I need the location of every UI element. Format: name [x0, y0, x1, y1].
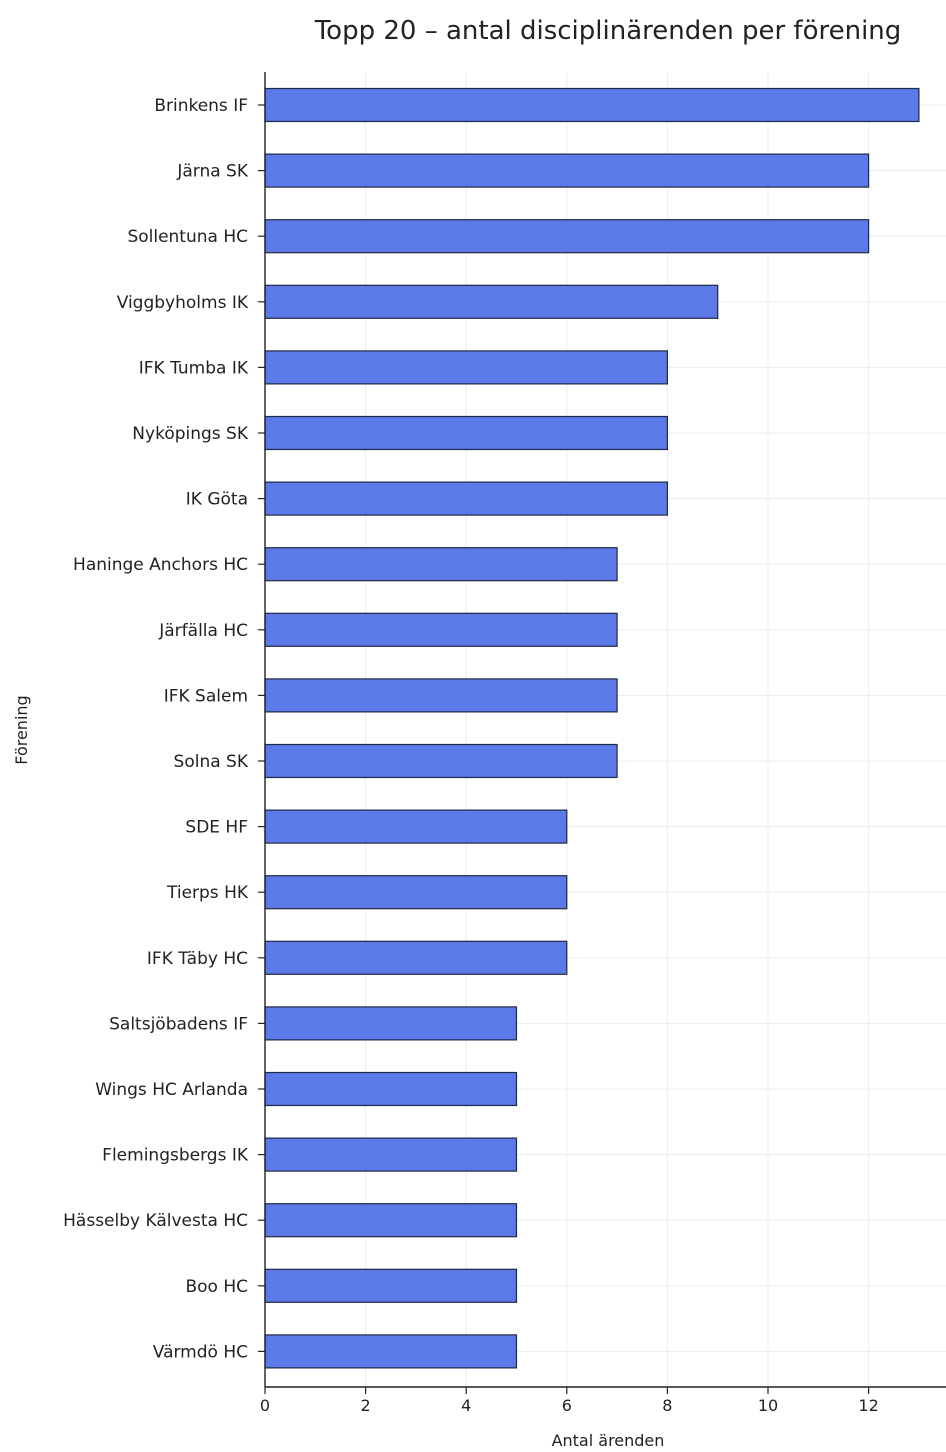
bar	[264, 1334, 518, 1369]
bar	[264, 481, 668, 516]
x-axis-label: Antal ärenden	[552, 1431, 665, 1450]
bars	[264, 87, 920, 1369]
bar	[264, 1071, 518, 1107]
bar	[264, 350, 668, 385]
grid-lines	[265, 72, 946, 1387]
bar	[264, 678, 618, 713]
category-label: Hässelby Kälvesta HC	[63, 1211, 248, 1231]
x-tick-label: 0	[260, 1396, 270, 1415]
category-label: Nyköpings SK	[132, 424, 249, 444]
bar	[264, 743, 618, 779]
bar	[264, 284, 719, 319]
category-label: IFK Täby HC	[147, 949, 248, 969]
bar	[264, 612, 618, 647]
bar	[264, 1006, 518, 1041]
bar	[264, 87, 920, 123]
x-tick-label: 12	[858, 1396, 878, 1415]
bar	[264, 415, 668, 451]
category-label: Viggbyholms IK	[117, 293, 249, 313]
category-label: IFK Salem	[164, 686, 248, 706]
category-label: Sollentuna HC	[127, 227, 248, 247]
bar	[264, 809, 568, 844]
bar	[264, 875, 568, 910]
x-tick-label: 4	[461, 1396, 471, 1415]
x-tick-label: 10	[758, 1396, 778, 1415]
bar	[264, 1137, 518, 1172]
category-label: Saltsjöbadens IF	[109, 1014, 248, 1034]
x-tick-label: 6	[562, 1396, 572, 1415]
category-label: IFK Tumba IK	[139, 358, 249, 378]
y-axis-label: Förening	[12, 695, 31, 764]
category-label: Flemingsbergs IK	[102, 1146, 249, 1166]
chart-title: Topp 20 – antal disciplinärenden per för…	[314, 16, 902, 46]
y-axis-ticks: Brinkens IF Järna SK Sollentuna HC Viggbyho…	[63, 96, 265, 1362]
category-label: SDE HF	[185, 818, 248, 838]
bar	[264, 153, 870, 188]
bar	[264, 1268, 518, 1303]
category-label: Järna SK	[176, 162, 249, 182]
bar	[264, 219, 870, 254]
bar	[264, 547, 618, 582]
category-label: Tierps HK	[166, 883, 249, 903]
x-axis-ticks: 0 2 4 6 8 10 12	[260, 1387, 879, 1415]
x-tick-label: 2	[361, 1396, 371, 1415]
x-tick-label: 8	[662, 1396, 672, 1415]
bar	[264, 1203, 518, 1238]
category-label: Järfälla HC	[158, 621, 248, 641]
bar	[264, 940, 568, 975]
category-label: Boo HC	[185, 1277, 248, 1297]
category-label: Haninge Anchors HC	[73, 555, 248, 575]
category-label: Brinkens IF	[154, 96, 248, 116]
category-label: IK Göta	[186, 490, 248, 510]
category-label: Värmdö HC	[153, 1342, 248, 1362]
category-label: Solna SK	[174, 752, 249, 772]
category-label: Wings HC Arlanda	[95, 1080, 248, 1100]
